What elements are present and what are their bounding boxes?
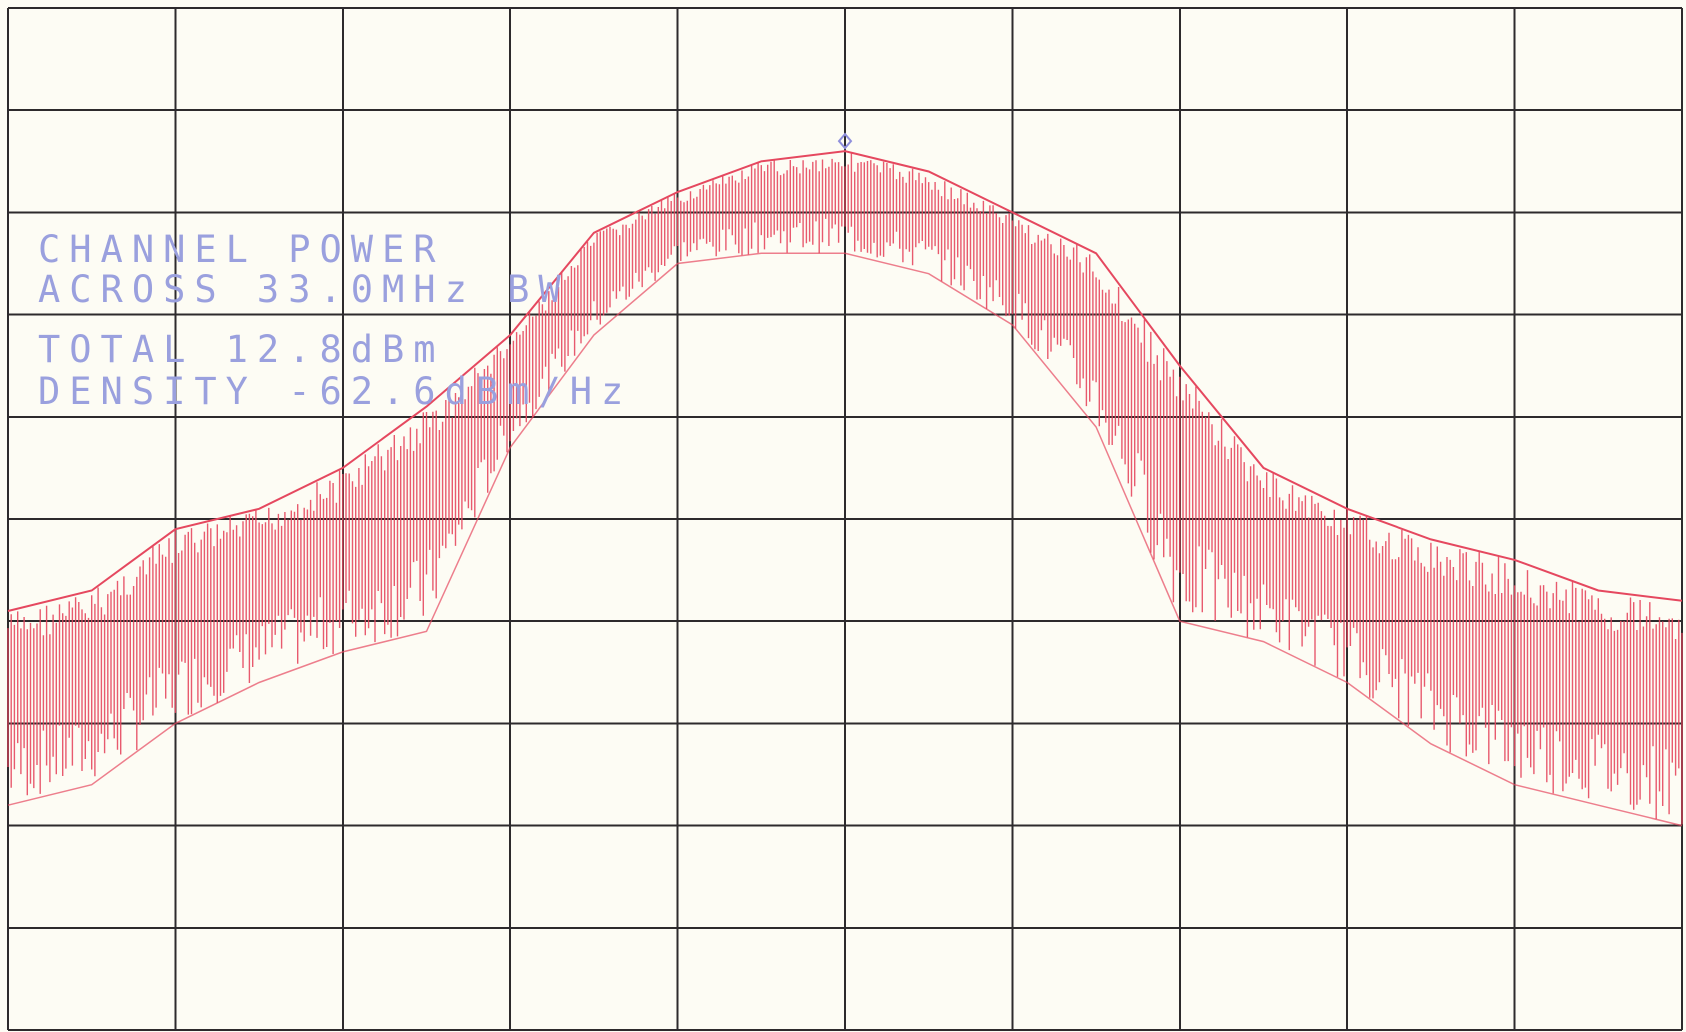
peak-marker-diamond — [837, 132, 853, 150]
trace-sweep-lines — [7, 153, 1683, 825]
readout-line-total-power: TOTAL 12.8dBm — [38, 328, 445, 371]
trace-upper-envelope — [7, 150, 1683, 612]
spectrum-trace — [7, 150, 1683, 827]
trace-lower-envelope — [7, 252, 1683, 827]
peak-marker — [837, 132, 853, 150]
channel-power-readout: CHANNEL POWER ACROSS 33.0MHz BW TOTAL 12… — [38, 228, 632, 413]
readout-line-bandwidth: ACROSS 33.0MHz BW — [38, 268, 570, 311]
readout-line-channel-power: CHANNEL POWER — [38, 228, 445, 271]
readout-line-density: DENSITY -62.6dBm/Hz — [38, 370, 632, 413]
